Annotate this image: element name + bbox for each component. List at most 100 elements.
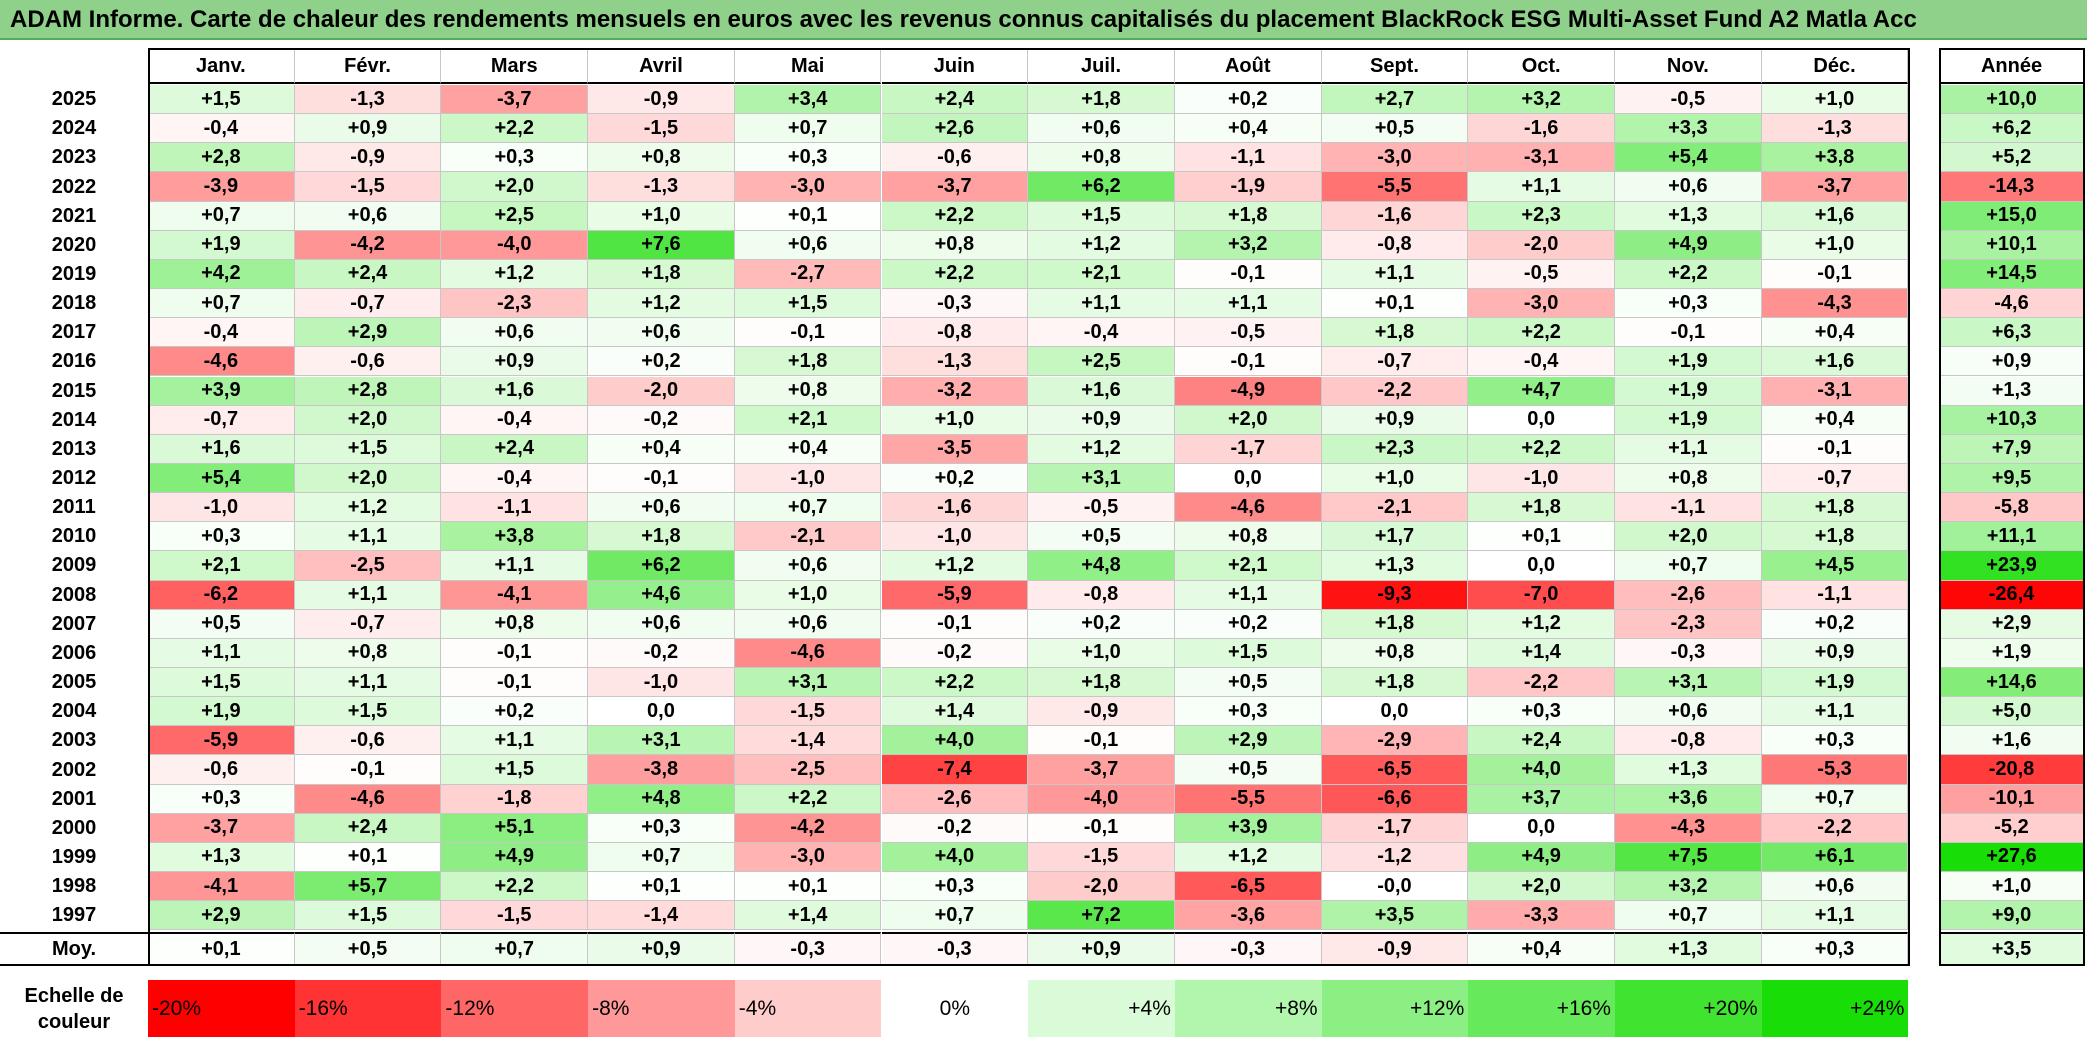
heatmap-cell: -0,1 — [441, 668, 589, 698]
heatmap-cell: +0,5 — [1174, 755, 1322, 785]
heatmap-cell: +1,9 — [148, 697, 295, 727]
average-cell: +0,9 — [588, 932, 735, 966]
heatmap-cell: +1,0 — [1321, 463, 1469, 494]
heatmap-cell: +0,1 — [294, 842, 442, 873]
heatmap-cell: -0,4 — [1468, 347, 1615, 377]
heatmap-cell: -5,5 — [1174, 784, 1322, 814]
heatmap-cell: +2,0 — [1174, 405, 1322, 435]
heatmap-cell: -1,0 — [881, 522, 1029, 552]
heatmap-cell: +0,5 — [148, 609, 295, 639]
heatmap-cell: -2,5 — [294, 551, 442, 581]
heatmap-cell: +2,0 — [441, 172, 589, 202]
heatmap-cell: -1,1 — [1615, 493, 1762, 523]
heatmap-cell: -1,5 — [441, 901, 589, 931]
annual-cell: +0,9 — [1939, 347, 2085, 377]
heatmap-cell: +1,1 — [1761, 697, 1909, 727]
heatmap-cell: -3,7 — [1761, 172, 1909, 202]
heatmap-cell: +1,2 — [1028, 434, 1175, 464]
heatmap-cell: 0,0 — [1174, 463, 1322, 494]
year-label: 2003 — [51, 729, 97, 752]
month-header-10: Oct. — [1468, 48, 1615, 84]
heatmap-cell: -1,3 — [588, 172, 735, 202]
heatmap-cell: -5,9 — [148, 726, 295, 756]
year-label: 1999 — [51, 845, 97, 868]
heatmap-cell: +1,6 — [441, 376, 589, 406]
heatmap-cell: -6,6 — [1321, 784, 1469, 814]
heatmap-cell: -1,1 — [1761, 580, 1909, 610]
heatmap-cell: -1,6 — [1468, 114, 1615, 144]
heatmap-cell: -4,6 — [148, 347, 295, 377]
heatmap-cell: +1,1 — [1761, 901, 1909, 931]
heatmap-cell: +0,2 — [1028, 609, 1175, 639]
month-header-4: Avril — [588, 48, 735, 84]
heatmap-cell: -3,7 — [441, 85, 589, 115]
heatmap-cell: +2,0 — [294, 463, 442, 494]
heatmap-cell: -4,3 — [1761, 289, 1909, 319]
annual-cell: +5,2 — [1939, 143, 2085, 173]
heatmap-cell: -0,0 — [1321, 872, 1469, 902]
heatmap-cell: +1,4 — [1468, 638, 1615, 668]
heatmap-cell: -0,9 — [294, 143, 442, 173]
heatmap-cell: +0,4 — [1174, 114, 1322, 144]
heatmap-cell: +3,8 — [1761, 143, 1909, 173]
annual-cell: +14,5 — [1939, 259, 2085, 290]
annual-cell: -5,8 — [1939, 493, 2085, 523]
heatmap-cell: +2,2 — [1468, 318, 1615, 348]
heatmap-cell: +0,3 — [1615, 289, 1762, 319]
heatmap-cell: -0,7 — [294, 289, 442, 319]
heatmap-cell: -0,6 — [294, 726, 442, 756]
heatmap-cell: -4,0 — [441, 230, 589, 260]
annual-cell: +7,9 — [1939, 434, 2085, 464]
heatmap-cell: -3,0 — [1468, 289, 1615, 319]
heatmap-cell: +2,4 — [294, 813, 442, 843]
heatmap-cell: +1,2 — [1174, 842, 1322, 873]
heatmap-cell: -3,0 — [734, 842, 882, 873]
heatmap-cell: -5,9 — [881, 580, 1029, 610]
heatmap-cell: +0,1 — [734, 872, 882, 902]
heatmap-cell: +4,2 — [148, 259, 295, 290]
heatmap-cell: +2,0 — [1615, 522, 1762, 552]
heatmap-cell: -1,8 — [441, 784, 589, 814]
annual-cell: +5,0 — [1939, 697, 2085, 727]
average-cell: -0,3 — [1174, 932, 1322, 966]
annual-cell: +11,1 — [1939, 522, 2085, 552]
heatmap-cell: +0,2 — [588, 347, 735, 377]
annual-cell: -4,6 — [1939, 289, 2085, 319]
year-label: 2008 — [51, 583, 97, 606]
heatmap-cell: +7,2 — [1028, 901, 1175, 931]
year-label: 2009 — [51, 554, 97, 577]
average-cell: +0,1 — [148, 932, 295, 966]
heatmap-cell: -0,6 — [294, 347, 442, 377]
annual-cell: -10,1 — [1939, 784, 2085, 814]
heatmap-cell: +4,5 — [1761, 551, 1909, 581]
heatmap-cell: +4,6 — [588, 580, 735, 610]
heatmap-cell: 0,0 — [1468, 405, 1615, 435]
heatmap-cell: +0,9 — [441, 347, 589, 377]
heatmap-cell: +0,6 — [1028, 114, 1175, 144]
heatmap-cell: -9,3 — [1321, 580, 1469, 610]
heatmap-cell: -0,1 — [588, 463, 735, 494]
heatmap-cell: +2,2 — [734, 784, 882, 814]
heatmap-cell: -0,2 — [588, 638, 735, 668]
average-cell: +0,5 — [294, 932, 442, 966]
heatmap-cell: +6,2 — [1028, 172, 1175, 202]
heatmap-cell: +0,5 — [1174, 668, 1322, 698]
heatmap-cell: +1,1 — [294, 668, 442, 698]
color-scale-swatch: -4% — [734, 980, 882, 1037]
heatmap-cell: -0,1 — [734, 318, 882, 348]
heatmap-cell: +0,7 — [148, 289, 295, 319]
heatmap-cell: +1,6 — [148, 434, 295, 464]
heatmap-cell: +1,9 — [1615, 376, 1762, 406]
heatmap-cell: +1,0 — [1028, 638, 1175, 668]
heatmap-cell: +0,4 — [1761, 405, 1909, 435]
annual-cell: +10,1 — [1939, 230, 2085, 260]
heatmap-cell: -1,4 — [588, 901, 735, 931]
heatmap-cell: +4,9 — [441, 842, 589, 873]
annual-cell: +15,0 — [1939, 201, 2085, 231]
heatmap-cell: +2,5 — [1028, 347, 1175, 377]
heatmap-cell: +2,0 — [1468, 872, 1615, 902]
heatmap-cell: +1,6 — [1028, 376, 1175, 406]
heatmap-cell: +3,1 — [1615, 668, 1762, 698]
color-scale-swatch: -16% — [294, 980, 442, 1037]
heatmap-cell: +1,0 — [1761, 230, 1909, 260]
